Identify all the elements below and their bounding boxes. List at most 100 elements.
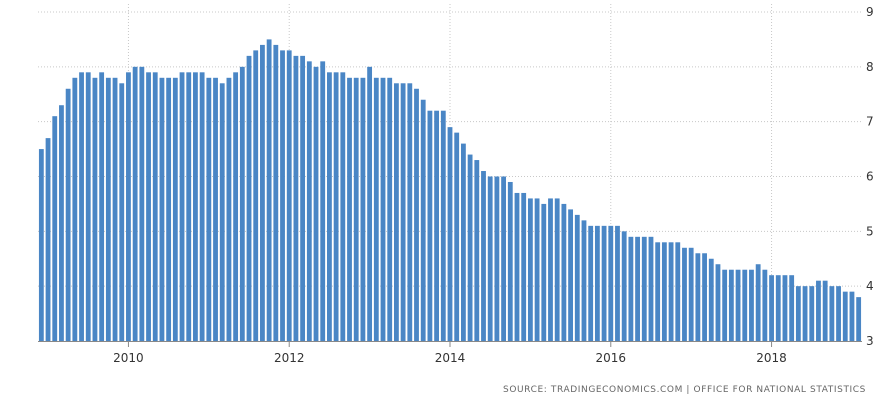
bar — [300, 55, 306, 341]
bar — [45, 138, 51, 341]
bar — [273, 44, 279, 342]
bar — [856, 297, 862, 341]
bar — [608, 225, 614, 341]
bar — [749, 269, 754, 341]
bar — [514, 192, 520, 341]
bar — [795, 286, 801, 341]
bar — [789, 275, 795, 341]
y-axis-tick-labels: 3 4 5 6 7 8 9 — [866, 5, 874, 348]
bar — [769, 275, 774, 341]
bar — [219, 83, 225, 342]
bar — [816, 280, 821, 341]
bar — [199, 72, 205, 342]
bar — [99, 72, 105, 342]
bar — [454, 132, 460, 341]
bar — [387, 77, 393, 342]
bar — [568, 209, 573, 341]
bar — [340, 72, 346, 342]
bar — [333, 72, 339, 342]
source-caption: SOURCE: TRADINGECONOMICS.COM | OFFICE FO… — [503, 385, 866, 395]
y-tick-label: 3 — [866, 334, 874, 348]
x-tick-label: 2018 — [756, 351, 787, 365]
bar — [400, 83, 406, 342]
bar — [172, 77, 178, 342]
y-tick-label: 9 — [866, 5, 874, 19]
bar — [152, 72, 158, 342]
bar — [65, 88, 71, 342]
bar — [554, 198, 560, 341]
y-tick-label: 7 — [866, 115, 874, 129]
bar — [233, 72, 239, 342]
y-tick-label: 5 — [866, 224, 874, 238]
bar — [347, 77, 352, 342]
bar — [253, 50, 259, 342]
bar — [521, 192, 527, 341]
bar — [735, 269, 741, 341]
bar — [414, 88, 419, 342]
bar — [487, 176, 493, 341]
bar — [105, 77, 111, 342]
bar — [293, 55, 299, 341]
y-tick-label: 8 — [866, 60, 874, 74]
bar — [641, 236, 647, 341]
bar — [648, 236, 654, 341]
bar — [440, 110, 446, 341]
bar — [407, 83, 413, 342]
bar — [548, 198, 553, 341]
bar — [621, 231, 627, 341]
bar — [601, 225, 607, 341]
bar — [373, 77, 379, 342]
bar — [460, 143, 466, 341]
bar — [139, 66, 145, 341]
bar — [260, 44, 265, 342]
bar — [420, 99, 426, 341]
bar — [775, 275, 781, 341]
bar — [72, 77, 78, 342]
bar — [702, 253, 707, 341]
bar — [286, 50, 292, 342]
bar — [615, 225, 620, 341]
bar — [434, 110, 440, 341]
bar — [306, 61, 312, 341]
bar — [588, 225, 594, 341]
bar — [119, 83, 125, 342]
bar — [507, 181, 513, 341]
bar — [179, 72, 185, 342]
bar — [594, 225, 600, 341]
bar — [822, 280, 828, 341]
bar — [193, 72, 198, 342]
bar — [132, 66, 138, 341]
bar — [159, 77, 165, 342]
bar — [213, 77, 218, 342]
bar — [755, 264, 761, 341]
bar — [393, 83, 399, 342]
bar — [166, 77, 172, 342]
bar — [574, 214, 580, 341]
bar — [842, 291, 848, 341]
bar — [541, 203, 547, 341]
bar — [481, 171, 486, 341]
bar — [447, 127, 453, 342]
bar — [809, 286, 815, 341]
bar — [380, 77, 386, 342]
bar — [802, 286, 808, 341]
bar — [695, 253, 701, 341]
bar — [360, 77, 366, 342]
bar — [534, 198, 540, 341]
bar — [38, 149, 44, 341]
bar — [367, 66, 373, 341]
bar — [246, 55, 252, 341]
bar — [708, 258, 714, 341]
x-tick-label: 2016 — [596, 351, 627, 365]
bar — [146, 72, 151, 342]
x-tick-label: 2010 — [113, 351, 144, 365]
bar — [849, 291, 855, 341]
y-tick-label: 4 — [866, 279, 874, 293]
x-axis-tick-labels: 2010 2012 2014 2016 2018 — [113, 341, 787, 365]
bar — [742, 269, 748, 341]
bar — [206, 77, 212, 342]
bar — [668, 242, 674, 341]
bar — [266, 39, 272, 342]
bar — [85, 72, 91, 342]
